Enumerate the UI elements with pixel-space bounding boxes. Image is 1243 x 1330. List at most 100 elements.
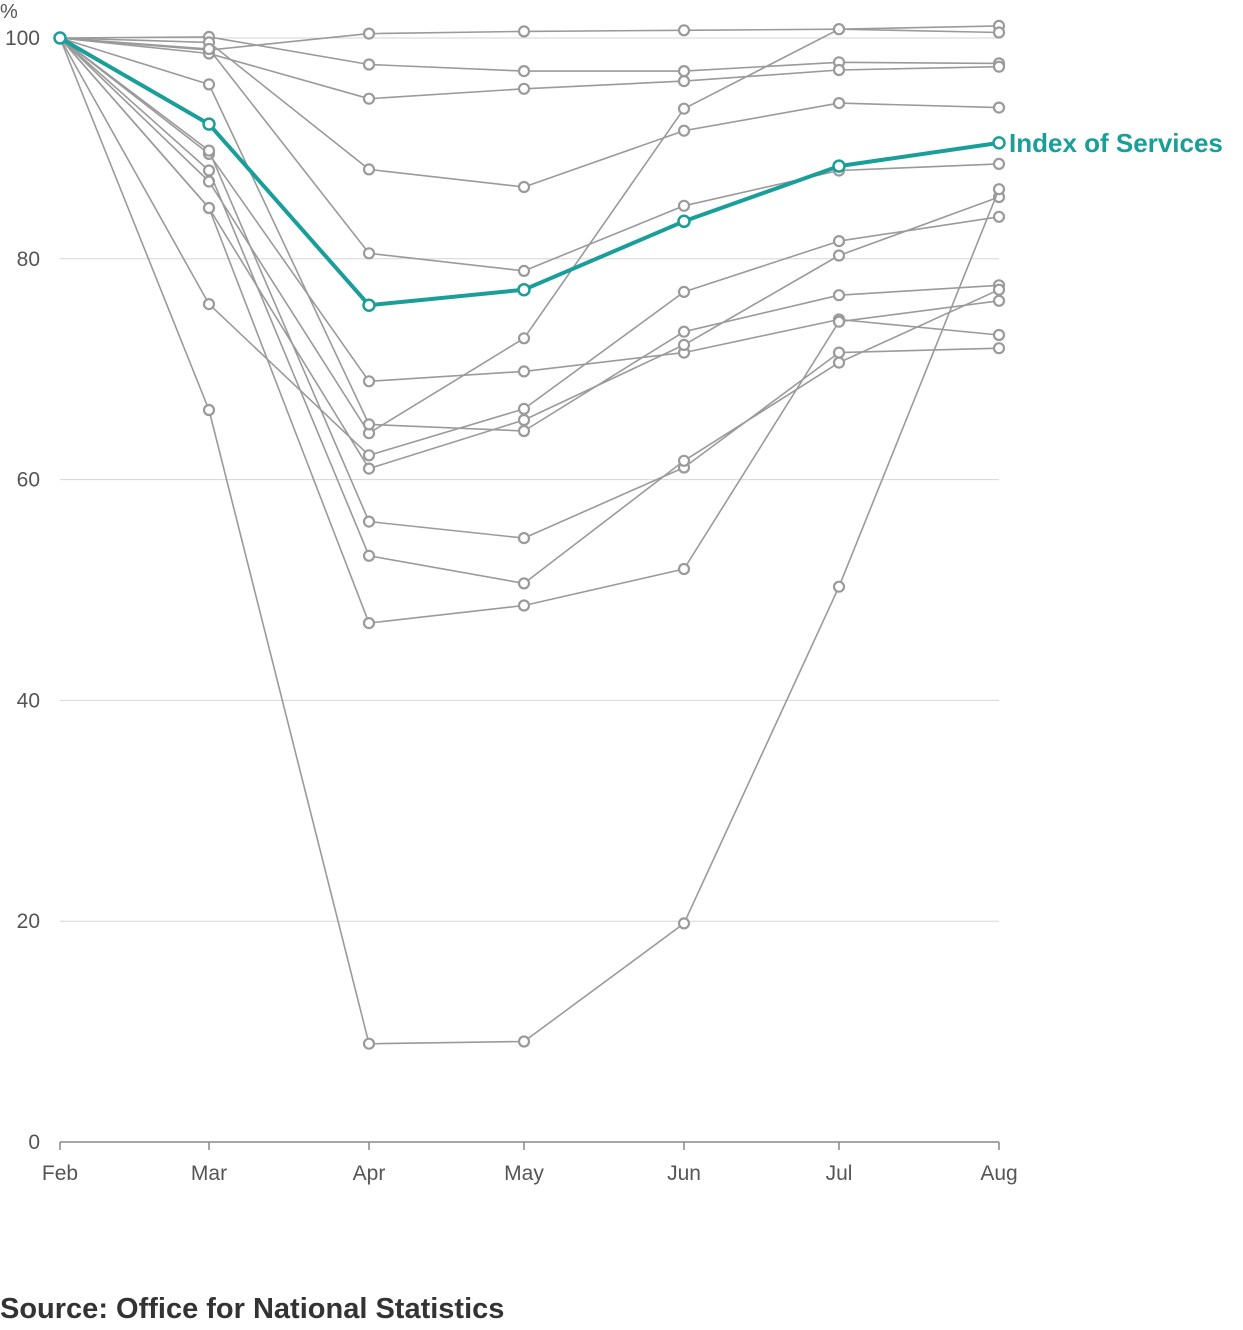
y-axis-unit-label: % (0, 1, 18, 23)
data-point (832, 356, 846, 369)
y-tick-label: 40 (17, 689, 40, 712)
data-point (677, 64, 691, 78)
data-point (992, 328, 1006, 342)
data-point (832, 63, 846, 77)
data-point (517, 64, 531, 78)
data-point (992, 136, 1006, 150)
data-point (992, 157, 1006, 170)
data-point (832, 23, 846, 36)
data-point (832, 315, 846, 328)
data-point (202, 298, 216, 311)
series-line (53, 31, 1006, 462)
series-path (58, 36, 1000, 308)
series-path (59, 37, 1000, 457)
y-tick-label: 0 (28, 1131, 40, 1154)
x-tick-label: Apr (353, 1162, 386, 1185)
data-point (202, 144, 216, 157)
data-point (202, 78, 216, 91)
series-line (53, 31, 1006, 388)
data-point (677, 338, 691, 351)
data-point (992, 283, 1006, 296)
data-point (832, 580, 846, 593)
data-point (992, 101, 1006, 114)
data-point (677, 285, 691, 298)
data-point (677, 325, 691, 338)
data-point (517, 332, 531, 345)
series-line (53, 31, 1006, 194)
x-axis-tick-labels: Feb Mar Apr May Jun Jul Aug (42, 1162, 1018, 1185)
data-point (517, 1035, 531, 1048)
data-point (517, 264, 531, 277)
data-point (517, 180, 531, 194)
data-point (517, 282, 531, 297)
data-point (362, 298, 376, 312)
data-point (677, 124, 691, 137)
data-point (362, 375, 376, 388)
data-point (362, 247, 376, 260)
data-point (362, 616, 376, 630)
data-point (992, 210, 1006, 223)
data-point (202, 164, 216, 177)
data-point (832, 96, 846, 110)
data-point (832, 235, 846, 248)
data-point (992, 342, 1006, 355)
data-point (202, 42, 216, 56)
x-tick-label: May (504, 1162, 544, 1185)
y-tick-label: 80 (17, 248, 40, 271)
data-point (517, 577, 531, 590)
data-point (832, 346, 846, 359)
series-label: Index of Services (1009, 128, 1223, 158)
data-point (992, 294, 1006, 307)
y-axis-tick-labels: 0 20 40 60 80 100 (5, 27, 40, 1154)
x-tick-label: Jul (826, 1162, 853, 1185)
data-point (362, 1037, 376, 1050)
data-point (362, 515, 376, 528)
data-point (362, 92, 376, 105)
data-point (677, 917, 691, 930)
data-point (992, 60, 1006, 73)
data-point (202, 117, 216, 131)
data-point (362, 449, 376, 462)
data-point (832, 249, 846, 262)
data-point (362, 27, 376, 40)
data-point (517, 413, 531, 427)
data-point (362, 549, 376, 562)
series-lines (53, 19, 1006, 1050)
series-index-of-services (53, 31, 1006, 312)
data-point (677, 102, 691, 115)
y-tick-label: 60 (17, 469, 40, 492)
data-point (362, 58, 376, 71)
series-line (53, 31, 1006, 105)
data-point (517, 402, 531, 415)
x-tick-label: Mar (191, 1162, 227, 1185)
data-point (53, 31, 67, 45)
y-tick-label: 20 (17, 910, 40, 933)
x-axis (59, 1141, 1000, 1150)
data-point (677, 454, 691, 467)
data-point (832, 289, 846, 302)
data-point (517, 424, 531, 438)
series-labels: Index of Services (1009, 128, 1223, 158)
data-point (832, 159, 846, 173)
data-point (677, 24, 691, 37)
data-point (362, 163, 376, 176)
x-tick-label: Aug (980, 1162, 1017, 1185)
data-point (362, 418, 376, 431)
data-point (517, 365, 531, 378)
source-note: Source: Office for National Statistics (0, 1293, 505, 1325)
data-point (677, 199, 691, 212)
data-point (362, 462, 376, 475)
data-point (677, 562, 691, 576)
data-point (202, 403, 216, 417)
line-chart: 0 20 40 60 80 100 Feb Mar Apr May Jun Jul Aug % Ind… (0, 1, 1223, 1185)
data-point (202, 201, 216, 215)
data-point (517, 82, 531, 95)
data-point (517, 25, 531, 38)
data-point (992, 26, 1006, 39)
data-point (517, 531, 531, 545)
y-tick-label: 100 (5, 27, 40, 50)
x-tick-label: Feb (42, 1162, 78, 1185)
data-point (517, 599, 531, 612)
x-tick-label: Jun (667, 1162, 701, 1185)
series-line (53, 31, 1006, 438)
